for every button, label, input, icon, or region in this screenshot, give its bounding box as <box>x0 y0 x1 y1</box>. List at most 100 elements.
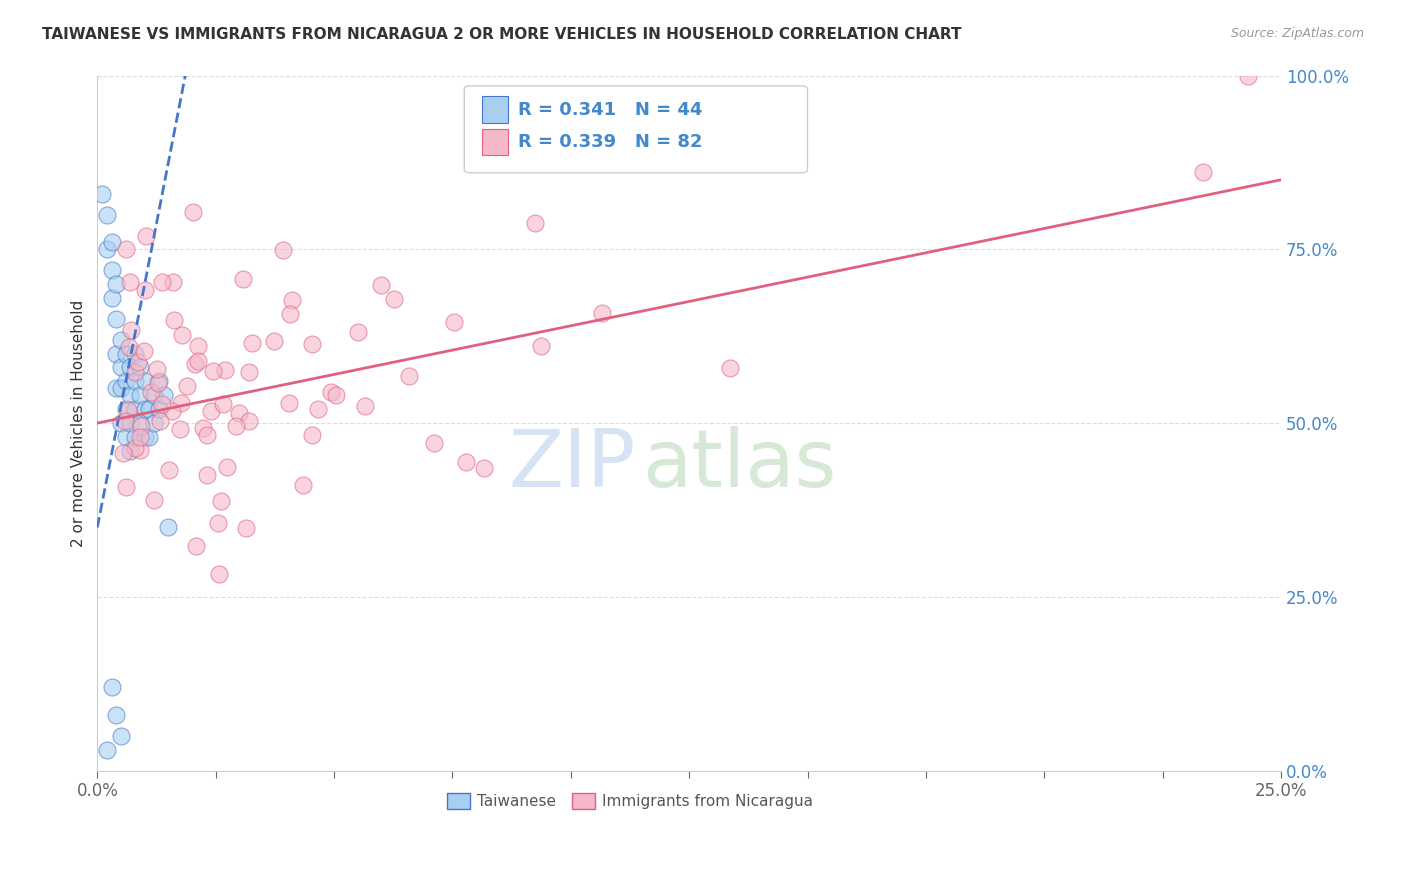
Point <box>120 444 142 458</box>
Point <box>160 404 183 418</box>
Point <box>114 430 136 444</box>
Point <box>100 235 122 250</box>
Point <box>208 567 231 582</box>
Legend: Taiwanese, Immigrants from Nicaragua: Taiwanese, Immigrants from Nicaragua <box>440 787 820 815</box>
Point <box>278 307 301 321</box>
Point <box>169 422 191 436</box>
Point <box>184 539 207 553</box>
Point <box>124 402 146 417</box>
Text: atlas: atlas <box>641 425 837 504</box>
Point <box>225 419 247 434</box>
Point <box>181 204 204 219</box>
Point <box>280 293 302 308</box>
Point <box>423 436 446 450</box>
Point <box>148 402 170 417</box>
Point <box>129 360 152 375</box>
Point <box>110 360 132 375</box>
Point <box>146 376 169 391</box>
Point <box>530 339 553 353</box>
Point <box>238 414 260 428</box>
Text: R = 0.339   N = 82: R = 0.339 N = 82 <box>517 133 702 152</box>
Point <box>170 396 193 410</box>
Point <box>325 388 347 402</box>
Point <box>96 242 118 256</box>
Point <box>118 340 141 354</box>
Point <box>162 275 184 289</box>
Point <box>110 416 132 430</box>
Point <box>124 430 146 444</box>
Point <box>191 420 214 434</box>
Point <box>124 375 146 389</box>
Point <box>110 333 132 347</box>
Point <box>150 275 173 289</box>
Point <box>96 208 118 222</box>
Text: ZIP: ZIP <box>509 425 636 504</box>
Point <box>472 461 495 475</box>
Point <box>347 325 370 339</box>
Point <box>114 414 136 428</box>
Point <box>105 381 128 395</box>
Point <box>112 446 135 460</box>
Point <box>91 186 114 201</box>
Text: TAIWANESE VS IMMIGRANTS FROM NICARAGUA 2 OR MORE VEHICLES IN HOUSEHOLD CORRELATI: TAIWANESE VS IMMIGRANTS FROM NICARAGUA 2… <box>42 27 962 42</box>
Point <box>141 384 163 399</box>
Point <box>277 396 299 410</box>
Point <box>110 729 132 743</box>
Point <box>132 344 155 359</box>
Point <box>212 397 235 411</box>
Point <box>382 293 405 307</box>
Point <box>134 283 156 297</box>
Point <box>143 416 166 430</box>
Point <box>120 323 142 337</box>
Point <box>157 520 180 534</box>
Point <box>128 430 150 444</box>
Point <box>114 402 136 417</box>
Point <box>146 362 169 376</box>
Y-axis label: 2 or more Vehicles in Household: 2 or more Vehicles in Household <box>72 300 86 547</box>
Point <box>152 388 174 402</box>
Point <box>443 315 465 329</box>
Point <box>129 416 152 430</box>
Point <box>143 388 166 402</box>
Point <box>157 463 180 477</box>
Point <box>301 337 323 351</box>
Point <box>207 516 229 530</box>
Point <box>149 414 172 428</box>
Point <box>124 346 146 360</box>
Point <box>232 272 254 286</box>
Point <box>117 403 139 417</box>
Point <box>115 243 138 257</box>
FancyBboxPatch shape <box>482 96 508 123</box>
Point <box>134 430 156 444</box>
Point <box>124 441 146 455</box>
Text: R = 0.341   N = 44: R = 0.341 N = 44 <box>517 101 702 119</box>
Point <box>209 494 232 508</box>
Point <box>200 404 222 418</box>
Point <box>242 336 264 351</box>
Point <box>105 708 128 723</box>
Point <box>129 388 152 402</box>
Point <box>105 277 128 291</box>
Point <box>187 339 209 353</box>
FancyBboxPatch shape <box>482 129 508 155</box>
Point <box>124 365 146 379</box>
Point <box>238 365 260 379</box>
Point <box>114 375 136 389</box>
Point <box>135 228 157 243</box>
Point <box>120 416 142 430</box>
Point <box>176 379 198 393</box>
Point <box>129 442 152 457</box>
Point <box>398 368 420 383</box>
Point <box>184 357 207 371</box>
Point <box>170 327 193 342</box>
Point <box>114 346 136 360</box>
Point <box>524 216 547 230</box>
Point <box>217 459 239 474</box>
Point <box>115 480 138 494</box>
Point <box>134 402 156 417</box>
Point <box>214 363 236 377</box>
Point <box>319 385 342 400</box>
Point <box>263 334 285 349</box>
Point <box>195 468 218 483</box>
Point <box>197 427 219 442</box>
